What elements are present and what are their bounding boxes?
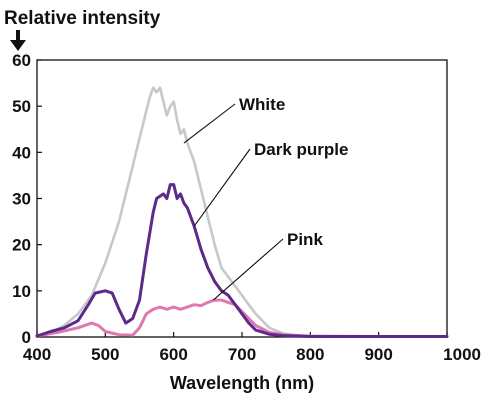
y-tick-label: 40 [12, 143, 31, 162]
series-label: Dark purple [254, 140, 348, 159]
series-lines [35, 86, 449, 338]
series-line-white [35, 86, 449, 338]
x-tick-label: 900 [364, 345, 392, 364]
x-tick-label: 1000 [443, 345, 481, 364]
x-tick-label: 700 [228, 345, 256, 364]
y-tick-label: 10 [12, 282, 31, 301]
y-tick-label: 50 [12, 97, 31, 116]
axis-ticks: 400 500 600 700 800 900 1000 0 10 20 30 40 50 60 [12, 51, 481, 364]
series-line-pink [35, 298, 449, 338]
series-label: White [239, 95, 285, 114]
y-tick-label: 0 [22, 328, 31, 347]
leader-line [183, 103, 236, 144]
series-line-dark-purple [35, 183, 449, 338]
x-tick-label: 800 [296, 345, 324, 364]
x-tick-label: 400 [23, 345, 51, 364]
x-tick-label: 500 [91, 345, 119, 364]
x-tick-label: 600 [159, 345, 187, 364]
down-arrow-icon [10, 30, 26, 51]
series-labels: White Dark purple Pink [183, 95, 348, 301]
y-tick-label: 30 [12, 190, 31, 209]
y-tick-label: 60 [12, 51, 31, 70]
y-tick-label: 20 [12, 236, 31, 255]
chart-title: Relative intensity [4, 8, 161, 29]
leader-line [193, 148, 251, 227]
series-label: Pink [287, 230, 323, 249]
x-axis-label: Wavelength (nm) [170, 373, 314, 393]
leader-line [212, 238, 284, 301]
